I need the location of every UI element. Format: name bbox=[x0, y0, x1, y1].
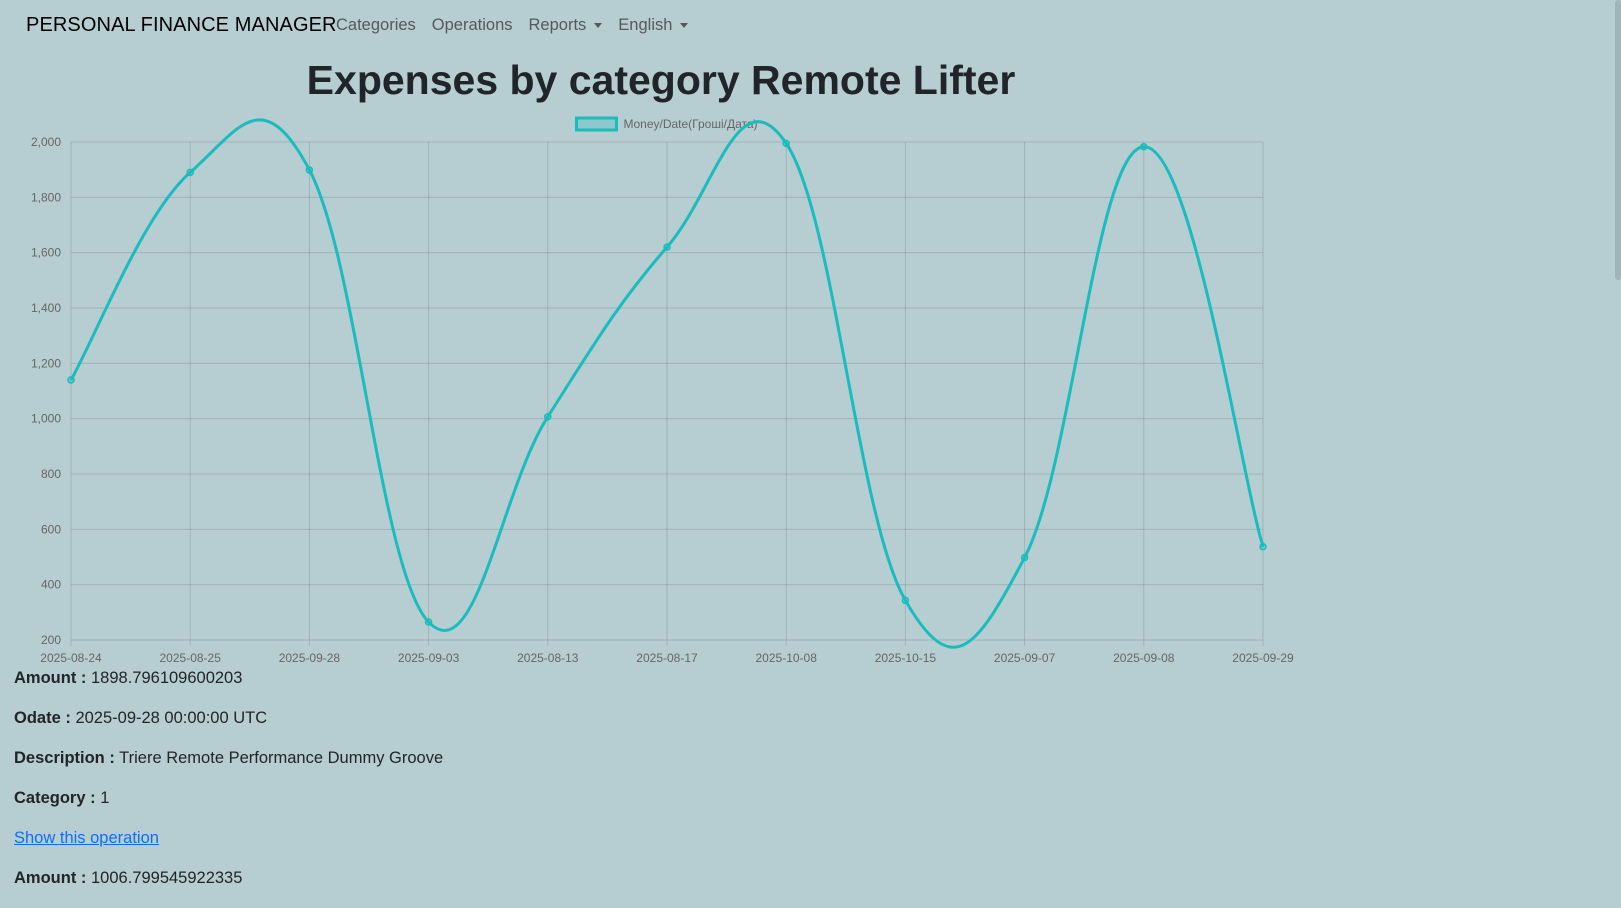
chart-svg: 2,000 1,800 1,600 1,400 1,200 1,000 800 600 400 2… bbox=[31, 116, 1294, 665]
operation-description: Description : Triere Remote Performance … bbox=[14, 749, 444, 767]
nav-categories[interactable]: Categories bbox=[336, 16, 416, 34]
chevron-down-icon bbox=[680, 23, 689, 28]
operation-category: Category : 1 bbox=[14, 789, 110, 807]
legend-label: Money/Date(Гроші/Дата) bbox=[623, 117, 757, 131]
series-line bbox=[69, 118, 1265, 649]
x-tick-label: 2025-09-03 bbox=[398, 651, 460, 665]
y-tick-label: 1,400 bbox=[31, 301, 61, 315]
data-point bbox=[424, 618, 433, 626]
nav-reports-dropdown[interactable]: Reports bbox=[529, 16, 603, 35]
y-tick-label: 400 bbox=[41, 578, 61, 592]
show-operation-link-row: Show this operation bbox=[14, 828, 443, 868]
nav-language-dropdown[interactable]: English bbox=[618, 16, 689, 35]
data-point bbox=[1259, 543, 1267, 551]
nav-operations[interactable]: Operations bbox=[431, 16, 513, 34]
x-tick-label: 2025-08-25 bbox=[160, 651, 222, 665]
chevron-down-icon bbox=[594, 23, 603, 28]
y-tick-label: 1,600 bbox=[31, 246, 61, 260]
data-point bbox=[901, 596, 910, 605]
operation-odate: Odate : 2025-09-28 00:00:00 UTC bbox=[14, 709, 268, 727]
x-tick-label: 2025-09-07 bbox=[994, 651, 1056, 665]
data-point bbox=[305, 166, 314, 174]
x-tick-label: 2025-09-28 bbox=[279, 651, 341, 665]
y-tick-label: 2,000 bbox=[31, 135, 61, 149]
nav-menu: Categories Operations Reports English bbox=[336, 16, 704, 35]
x-tick-label: 2025-10-08 bbox=[756, 651, 818, 665]
data-point bbox=[782, 139, 790, 148]
navbar: PERSONAL FINANCE MANAGER Categories Oper… bbox=[0, 0, 1621, 52]
y-tick-label: 600 bbox=[41, 522, 61, 536]
data-point bbox=[663, 243, 671, 251]
legend-swatch bbox=[574, 116, 618, 132]
x-tick-label: 2025-08-13 bbox=[517, 651, 579, 665]
data-point bbox=[67, 376, 75, 384]
x-tick-label: 2025-08-24 bbox=[40, 651, 102, 665]
y-tick-label: 1,000 bbox=[31, 412, 61, 426]
show-operation-link[interactable]: Show this operation bbox=[14, 829, 159, 847]
operation-amount: Amount : 1898.796109600203 bbox=[14, 669, 243, 687]
operations-list: Amount : 1898.796109600203 Odate : 2025-… bbox=[14, 668, 443, 908]
y-tick-label: 200 bbox=[41, 633, 61, 647]
y-tick-label: 1,200 bbox=[31, 356, 61, 370]
data-point bbox=[1020, 553, 1029, 562]
expenses-chart: 2,000 1,800 1,600 1,400 1,200 1,000 800 600 400 2… bbox=[0, 110, 1330, 670]
page-title: Expenses by category Remote Lifter bbox=[306, 57, 1016, 103]
y-tick-label: 800 bbox=[41, 467, 61, 481]
x-tick-label: 2025-10-15 bbox=[875, 651, 937, 665]
data-point bbox=[544, 412, 552, 421]
x-tick-label: 2025-08-17 bbox=[636, 651, 698, 665]
data-point bbox=[1140, 142, 1148, 151]
operation-amount: Amount : 1006.799545922335 bbox=[14, 869, 243, 887]
y-tick-label: 1,800 bbox=[31, 190, 61, 204]
x-tick-label: 2025-09-08 bbox=[1113, 651, 1175, 665]
page-scrollbar[interactable] bbox=[1615, 0, 1621, 280]
data-point bbox=[186, 168, 194, 177]
brand-link[interactable]: PERSONAL FINANCE MANAGER bbox=[26, 14, 337, 36]
x-tick-label: 2025-09-29 bbox=[1232, 651, 1294, 665]
